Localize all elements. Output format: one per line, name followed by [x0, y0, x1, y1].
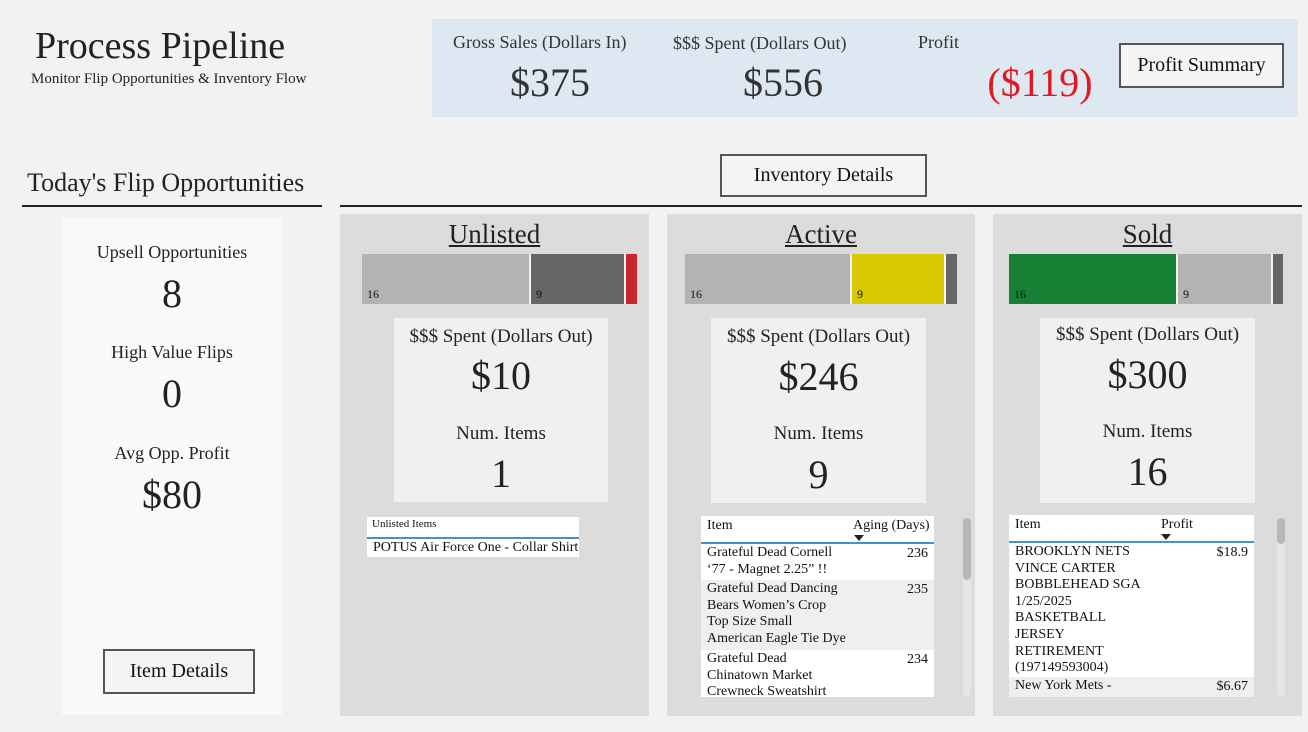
profit-value: ($119)	[987, 60, 1093, 105]
status-bar-segment[interactable]: 9	[852, 254, 946, 304]
table-cell-aging: 235	[907, 582, 928, 597]
column-header-item[interactable]: Item	[707, 518, 733, 533]
table-row[interactable]: BROOKLYN NETS VINCE CARTER BOBBLEHEAD SG…	[1009, 543, 1254, 677]
unlisted-status-bar: 16 9	[362, 254, 637, 304]
table-cell-item: New York Mets -	[1015, 678, 1112, 693]
upsell-label: Upsell Opportunities	[96, 242, 248, 262]
sold-column: Sold 16 9 $$$ Spent (Dollars Out) $300 Nu…	[993, 214, 1302, 716]
segment-count-label: 9	[857, 287, 863, 301]
segment-count-label: 9	[536, 287, 542, 301]
unlisted-title: Unlisted	[448, 219, 541, 249]
table-cell-profit: $18.9	[1216, 545, 1249, 560]
gross-sales-label: Gross Sales (Dollars In)	[453, 32, 627, 52]
upsell-value: 8	[162, 271, 182, 316]
sold-spent-value: $300	[1107, 352, 1188, 397]
table-header: Item Profit	[1009, 515, 1254, 543]
profit-summary-button[interactable]: Profit Summary	[1119, 43, 1284, 88]
active-items-label: Num. Items	[773, 423, 864, 444]
segment-count-label: 16	[367, 287, 379, 301]
status-bar-segment[interactable]: 16	[362, 254, 531, 304]
table-cell-profit: $6.67	[1216, 679, 1249, 694]
segment-count-label: 16	[1014, 287, 1026, 301]
unlisted-column: Unlisted 16 9 $$$ Spent (Dollars Out) $10…	[340, 214, 649, 716]
table-cell-item: Grateful Dead Dancing Bears Women’s Crop…	[707, 581, 846, 646]
page-title: Process Pipeline	[35, 25, 286, 67]
table-cell-item: BROOKLYN NETS VINCE CARTER BOBBLEHEAD SG…	[1015, 544, 1141, 676]
active-title: Active	[785, 219, 857, 249]
spent-value: $556	[743, 60, 823, 105]
table-row[interactable]: Grateful Dead Dancing Bears Women’s Crop…	[701, 580, 934, 650]
sold-spent-label: $$$ Spent (Dollars Out)	[1055, 324, 1240, 345]
avg-profit-value: $80	[142, 472, 202, 517]
table-row[interactable]: Grateful Dead Cornell ‘77 - Magnet 2.25”…	[701, 544, 934, 580]
item-details-button[interactable]: Item Details	[103, 649, 255, 694]
active-spend-card: $$$ Spent (Dollars Out) $246 Num. Items …	[711, 318, 926, 503]
sort-desc-icon[interactable]	[1161, 534, 1171, 540]
kpi-band: Gross Sales (Dollars In) $375 $$$ Spent …	[432, 19, 1298, 117]
unlisted-items-table: Unlisted Items POTUS Air Force One - Col…	[367, 517, 579, 557]
sort-desc-icon[interactable]	[854, 535, 864, 541]
status-bar-segment[interactable]: 16	[685, 254, 852, 304]
sold-table-scrollbar[interactable]	[1277, 518, 1285, 696]
scrollbar-thumb[interactable]	[1277, 518, 1285, 544]
sold-title: Sold	[1122, 219, 1173, 249]
profit-label: Profit	[918, 32, 960, 52]
active-table-scrollbar[interactable]	[963, 518, 971, 696]
active-status-bar: 16 9	[685, 254, 957, 304]
table-row[interactable]: Grateful Dead Chinatown Market Crewneck …	[701, 650, 934, 697]
status-bar-segment[interactable]: 9	[1178, 254, 1273, 304]
column-header-item[interactable]: Item	[1015, 517, 1041, 532]
flip-opportunities-panel: Upsell Opportunities 8 High Value Flips …	[62, 218, 282, 715]
sold-status-bar: 16 9	[1009, 254, 1283, 304]
table-cell-aging: 234	[907, 652, 928, 667]
table-row[interactable]: POTUS Air Force One - Collar Shirt	[367, 540, 579, 557]
unlisted-spend-card: $$$ Spent (Dollars Out) $10 Num. Items 1	[394, 318, 608, 502]
table-cell-item: POTUS Air Force One - Collar Shirt	[373, 540, 579, 555]
avg-profit-label: Avg Opp. Profit	[114, 443, 230, 463]
active-items-value: 9	[808, 452, 829, 497]
table-row[interactable]: New York Mets - $6.67	[1009, 677, 1254, 697]
unlisted-spent-label: $$$ Spent (Dollars Out)	[409, 326, 593, 347]
sold-spend-card: $$$ Spent (Dollars Out) $300 Num. Items …	[1040, 318, 1255, 503]
status-bar-segment[interactable]: 9	[531, 254, 626, 304]
table-header: Unlisted Items	[367, 517, 579, 539]
gross-sales-value: $375	[510, 60, 590, 105]
unlisted-items-label: Num. Items	[456, 423, 546, 444]
active-spent-value: $246	[778, 354, 859, 399]
high-value-value: 0	[162, 371, 182, 416]
scrollbar-thumb[interactable]	[963, 518, 971, 580]
inventory-details-button[interactable]: Inventory Details	[720, 154, 927, 197]
column-header-profit[interactable]: Profit	[1161, 517, 1193, 532]
segment-count-label: 16	[690, 287, 702, 301]
segment-count-label: 9	[1183, 287, 1189, 301]
active-column: Active 16 9 $$$ Spent (Dollars Out) $246 …	[667, 214, 975, 716]
status-bar-segment[interactable]	[946, 254, 957, 304]
column-header-aging[interactable]: Aging (Days)	[853, 518, 930, 533]
table-cell-aging: 236	[907, 546, 928, 561]
sold-items-value: 16	[1127, 449, 1168, 494]
divider	[22, 205, 322, 207]
active-items-table: Item Aging (Days) Grateful Dead Cornell …	[701, 516, 934, 697]
table-cell-item: Grateful Dead Cornell ‘77 - Magnet 2.25”…	[707, 545, 833, 577]
table-header: Item Aging (Days)	[701, 516, 934, 544]
column-header-unlisted-items: Unlisted Items	[372, 518, 437, 530]
unlisted-items-value: 1	[491, 451, 511, 496]
flip-opportunities-title: Today's Flip Opportunities	[27, 168, 305, 197]
unlisted-spent-value: $10	[471, 353, 531, 398]
sold-items-table: Item Profit BROOKLYN NETS VINCE CARTER B…	[1009, 515, 1254, 697]
spent-label: $$$ Spent (Dollars Out)	[673, 33, 847, 53]
sold-items-label: Num. Items	[1102, 421, 1193, 442]
status-bar-segment[interactable]: 16	[1009, 254, 1178, 304]
table-cell-item: Grateful Dead Chinatown Market Crewneck …	[707, 651, 827, 697]
active-spent-label: $$$ Spent (Dollars Out)	[726, 326, 911, 347]
page-subtitle: Monitor Flip Opportunities & Inventory F…	[31, 71, 307, 87]
status-bar-segment[interactable]	[626, 254, 637, 304]
status-bar-segment[interactable]	[1273, 254, 1283, 304]
high-value-label: High Value Flips	[111, 342, 233, 362]
divider	[340, 205, 1302, 207]
